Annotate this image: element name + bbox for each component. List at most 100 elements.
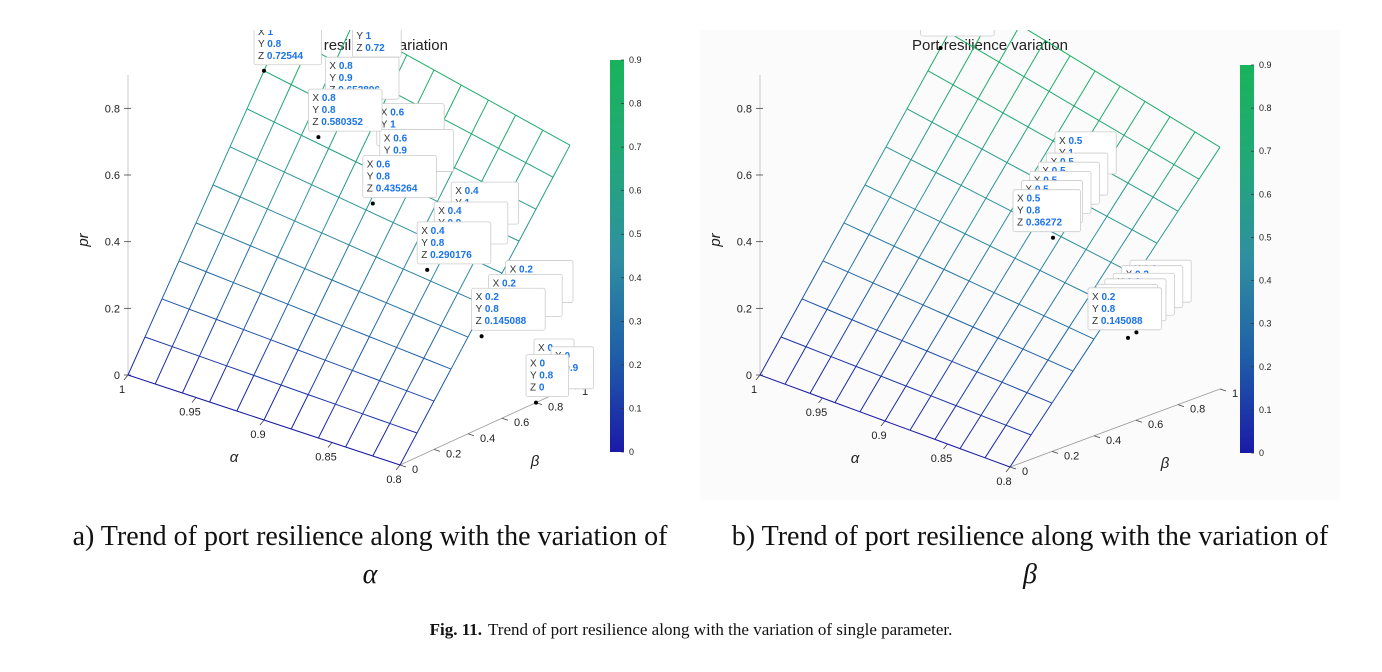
mesh-line (488, 99, 516, 116)
mesh-line (909, 395, 932, 431)
datatip-key: Y (258, 39, 267, 50)
mesh-line (379, 347, 398, 381)
mesh-line (386, 302, 414, 315)
mesh-line (1009, 434, 1032, 468)
mesh-line (182, 392, 210, 403)
mesh-line (922, 269, 945, 306)
mesh-line (368, 302, 387, 337)
x-tick-label: 0.85 (315, 452, 336, 464)
mesh-line (171, 308, 190, 347)
mesh-line (172, 346, 200, 357)
y-tick-label: 0.4 (480, 433, 495, 445)
x-tick-label: 0.8 (386, 474, 401, 486)
datatip-row: X 0.5 (1059, 136, 1083, 147)
datatip-key: X (538, 343, 547, 354)
mesh-line (834, 402, 861, 413)
colorbar-tick-label: 0.8 (629, 99, 642, 109)
mesh-line (1064, 249, 1087, 283)
datatip-value: 0.9 (393, 146, 407, 157)
mesh-line (195, 184, 214, 224)
mesh-line (436, 167, 455, 202)
mesh-line (876, 293, 899, 331)
mesh-line (525, 162, 554, 178)
datatip-key: X (1059, 136, 1068, 147)
mesh-line (273, 84, 292, 123)
mesh-line (1148, 149, 1175, 165)
mesh-line (440, 292, 459, 326)
mesh-line (1001, 348, 1024, 383)
mesh-line (1127, 182, 1154, 198)
mesh-line (253, 339, 272, 376)
datatip-key: Z (312, 117, 321, 128)
y-tick-mark (1135, 419, 1143, 423)
mesh-line (423, 325, 442, 359)
mesh-line (1023, 40, 1046, 77)
mesh-line (822, 222, 845, 262)
x-axis-label: α (230, 449, 239, 466)
mesh-line (947, 315, 974, 328)
colorbar: 0 0.1 0.2 0.3 0.4 0.5 0.6 0.7 0.8 0.9 (1240, 60, 1272, 458)
datatip-value: 0.5 (1068, 136, 1082, 147)
mesh-line (216, 318, 244, 331)
mesh-line (351, 336, 370, 371)
datatip-row: Y 1 (381, 120, 396, 131)
colorbar-tick-label: 0.2 (1259, 362, 1272, 372)
mesh-line (993, 257, 1016, 293)
mesh-line (314, 314, 343, 327)
y-axis-line (1009, 388, 1221, 468)
mesh-line (287, 303, 316, 316)
colorbar-tick-label: 0.3 (629, 316, 642, 326)
mesh-line (830, 356, 857, 367)
mesh-line (440, 325, 469, 338)
mesh-line (880, 340, 903, 377)
x-tick-mark (327, 442, 333, 448)
colorbar-tick-label: 0.9 (1259, 60, 1272, 70)
mesh-line (1127, 149, 1150, 184)
mesh-line (1106, 215, 1133, 231)
datatip-box (1012, 189, 1081, 233)
mesh-line (379, 380, 407, 392)
mesh-line (249, 208, 268, 246)
mesh-line (855, 365, 882, 377)
datatip-row: X 0.8 (312, 93, 336, 104)
mesh-line (304, 268, 333, 281)
datatip-key: Y (530, 371, 539, 382)
mesh-line (215, 282, 234, 320)
mesh-line (976, 337, 999, 373)
datatip-row: X 0.2 (493, 278, 517, 289)
mesh-line (127, 374, 156, 385)
mesh-line (263, 419, 292, 430)
z-axis-label: pr (80, 232, 92, 247)
datatip-value: 0.6 (390, 108, 404, 119)
mesh-line (155, 383, 183, 394)
mesh-line (209, 401, 237, 412)
mesh-line (1152, 164, 1175, 198)
mesh-line (325, 359, 353, 371)
mesh-line (780, 298, 803, 338)
mesh-line (205, 234, 224, 272)
mesh-line (266, 171, 285, 210)
datatip-box (525, 354, 569, 398)
mesh-line (918, 257, 945, 270)
mesh-line (1002, 76, 1025, 114)
colorbar-tick-label: 0.1 (629, 403, 642, 413)
mesh-line (956, 98, 979, 136)
mesh-line (226, 365, 254, 376)
datatip-value: 0.72544 (267, 51, 304, 62)
datatip-row: Y 1 (356, 31, 371, 42)
datatip-row: Z 0.145088 (1092, 316, 1143, 327)
mesh-line (1044, 40, 1071, 57)
x-tick-label: 0.9 (871, 430, 886, 442)
datatip-value: 0.8 (539, 371, 553, 382)
datatip-key: Z (367, 184, 376, 195)
mesh-line (198, 319, 217, 357)
mesh-line (392, 222, 421, 236)
mesh-line (311, 184, 340, 198)
mesh-line (454, 167, 482, 182)
mesh-line (927, 32, 950, 72)
datatip-box (471, 287, 546, 331)
mesh-line (189, 308, 217, 320)
mesh-line (901, 304, 924, 341)
datatip-marker (534, 400, 538, 405)
mesh-line (273, 121, 302, 136)
